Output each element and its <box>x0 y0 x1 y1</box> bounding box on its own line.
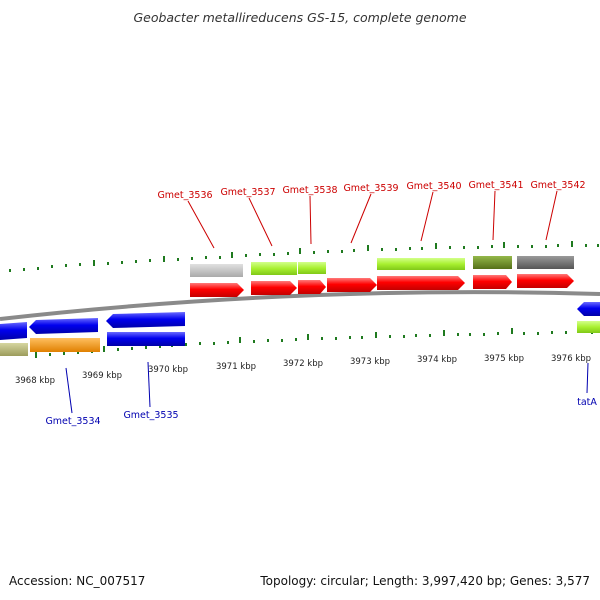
cds-arrow-gmet-3542[interactable] <box>517 274 574 288</box>
gene-label-gmet-3537[interactable]: Gmet_3537 <box>220 187 275 198</box>
cds-arrow-gmet-3540[interactable] <box>377 276 465 290</box>
forward-cds-row <box>190 274 574 297</box>
cds-arrow-gmet-3536[interactable] <box>190 283 244 297</box>
cds-arrow-gene-left-edge[interactable] <box>0 322 27 340</box>
cds-arrow-gmet-3538[interactable] <box>298 280 326 294</box>
kbp-label: 3975 kbp <box>484 354 524 364</box>
cog-box-gmet-3536[interactable] <box>190 264 243 277</box>
forward-cog-row <box>190 256 574 277</box>
cds-arrow-gmet-3534[interactable] <box>29 318 98 334</box>
cds-arrow-gmet-3535[interactable] <box>106 312 185 328</box>
kbp-label: 3970 kbp <box>148 365 188 375</box>
cds-arrow-gmet-3537[interactable] <box>251 281 297 295</box>
cog-box-gmet-3540[interactable] <box>377 258 465 270</box>
gene-label-gmet-3535[interactable]: Gmet_3535 <box>123 410 178 421</box>
kbp-label: 3972 kbp <box>283 359 323 369</box>
upper-tick-row <box>9 241 599 272</box>
gene-label-gmet-3540[interactable]: Gmet_3540 <box>406 181 461 192</box>
gene-label-gmet-3534[interactable]: Gmet_3534 <box>45 416 100 427</box>
cog-box-gmet-3534[interactable] <box>30 338 100 352</box>
reverse-cog-row <box>0 321 600 356</box>
cds-arrow-tata[interactable] <box>577 302 600 316</box>
gene-label-gmet-3536[interactable]: Gmet_3536 <box>157 190 212 201</box>
cog-box-gmet-3541[interactable] <box>473 256 512 269</box>
kbp-label: 3973 kbp <box>350 357 390 367</box>
gene-label-gmet-3539[interactable]: Gmet_3539 <box>343 183 398 194</box>
cog-box-gmet-3542[interactable] <box>517 256 574 269</box>
kbp-scale-labels: 3968 kbp 3969 kbp 3970 kbp 3971 kbp 3972… <box>15 354 591 386</box>
cog-box-tata[interactable] <box>577 321 600 333</box>
cog-box-gmet-3538[interactable] <box>298 262 326 274</box>
top-leader-lines <box>187 190 558 249</box>
genome-summary-text: Topology: circular; Length: 3,997,420 bp… <box>260 574 590 588</box>
kbp-label: 3969 kbp <box>82 371 122 381</box>
accession-text: Accession: NC_007517 <box>9 574 146 588</box>
genome-backbone <box>0 290 600 321</box>
kbp-label: 3971 kbp <box>216 362 256 372</box>
kbp-label: 3976 kbp <box>551 354 591 364</box>
gene-label-gmet-3538[interactable]: Gmet_3538 <box>282 185 337 196</box>
kbp-label: 3968 kbp <box>15 376 55 386</box>
cog-box-gmet-3537[interactable] <box>251 262 297 275</box>
reverse-cds-row <box>0 302 600 340</box>
genome-title: Geobacter metallireducens GS-15, complet… <box>133 10 466 25</box>
top-gene-labels: Gmet_3536 Gmet_3537 Gmet_3538 Gmet_3539 … <box>157 180 585 201</box>
cog-box-gmet-3535[interactable] <box>107 332 185 346</box>
cds-arrow-gmet-3539[interactable] <box>327 278 377 292</box>
gene-label-gmet-3542[interactable]: Gmet_3542 <box>530 180 585 191</box>
cds-arrow-gmet-3541[interactable] <box>473 275 512 289</box>
bottom-leader-lines <box>65 361 589 414</box>
kbp-label: 3974 kbp <box>417 355 457 365</box>
gene-label-gmet-3541[interactable]: Gmet_3541 <box>468 180 523 191</box>
cog-box-gene-left-edge[interactable] <box>0 343 28 356</box>
bottom-gene-labels: Gmet_3534 Gmet_3535 tatA <box>45 397 597 427</box>
gene-label-tata[interactable]: tatA <box>577 397 597 408</box>
